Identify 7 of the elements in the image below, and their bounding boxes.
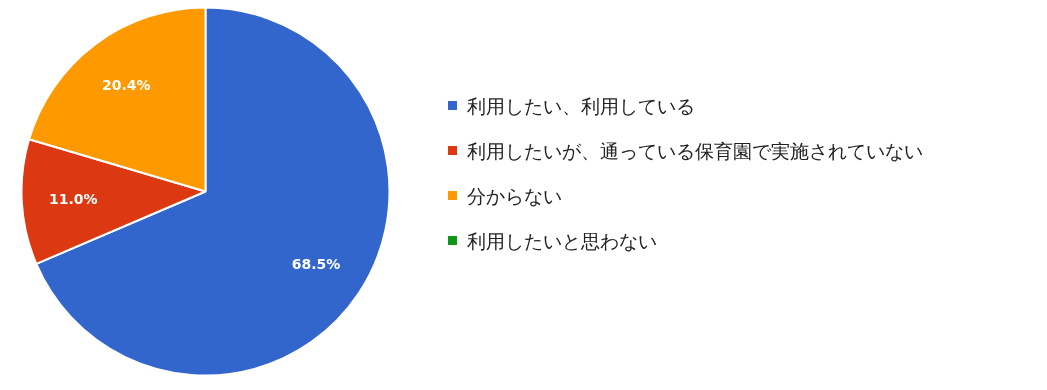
legend-label: 利用したいと思わない	[466, 229, 657, 252]
legend-label: 利用したいが、通っている保育園で実施されていない	[466, 139, 923, 162]
legend-label: 分からない	[466, 184, 562, 207]
data-label: 68.5%	[291, 256, 341, 273]
data-label: 20.4%	[101, 77, 151, 94]
legend-label: 利用したい、利用している	[466, 94, 695, 117]
data-label: 11.0%	[48, 191, 98, 208]
